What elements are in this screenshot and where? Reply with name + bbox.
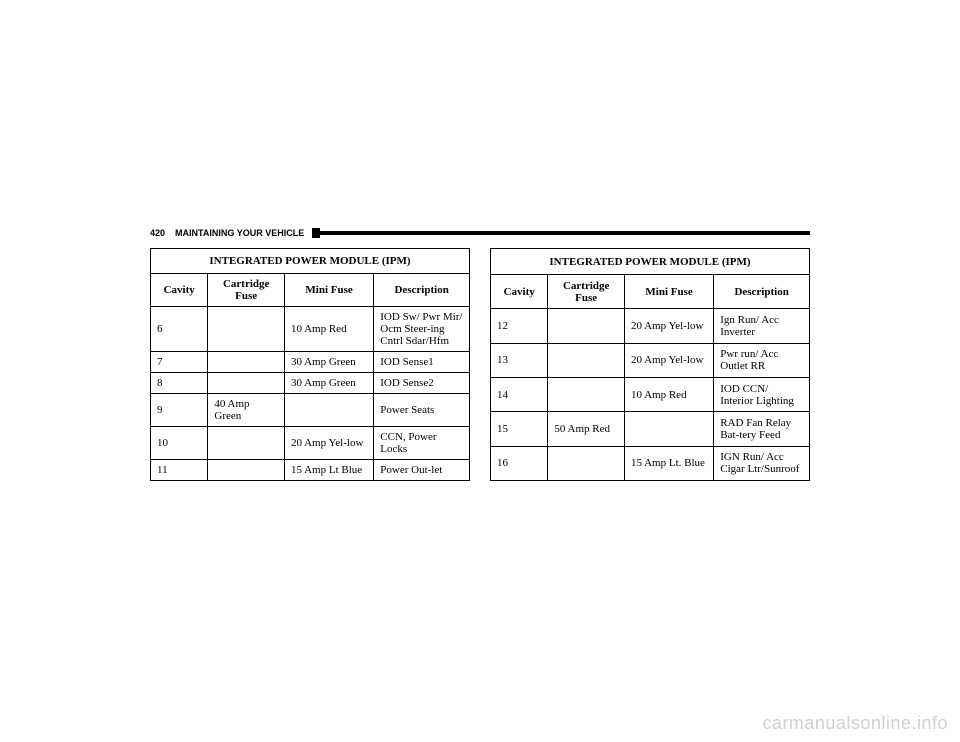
cell-cartridge: [548, 446, 625, 480]
table-row: 16 15 Amp Lt. Blue IGN Run/ Acc Cigar Lt…: [491, 446, 810, 480]
cell-mini: 20 Amp Yel-low: [624, 309, 713, 343]
cell-cartridge: 50 Amp Red: [548, 412, 625, 446]
table-row: 7 30 Amp Green IOD Sense1: [151, 352, 470, 373]
cell-cartridge: [548, 377, 625, 411]
cell-cavity: 8: [151, 373, 208, 394]
cell-cavity: 9: [151, 394, 208, 427]
cell-cavity: 16: [491, 446, 548, 480]
page-number: 420: [150, 228, 165, 238]
cell-mini: 20 Amp Yel-low: [284, 427, 373, 460]
page-header: 420 MAINTAINING YOUR VEHICLE: [150, 228, 810, 238]
cell-cartridge: 40 Amp Green: [208, 394, 285, 427]
column-header-cavity: Cavity: [151, 274, 208, 307]
cell-mini: [624, 412, 713, 446]
table-row: 13 20 Amp Yel-low Pwr run/ Acc Outlet RR: [491, 343, 810, 377]
cell-cavity: 6: [151, 307, 208, 352]
ipm-table-right: INTEGRATED POWER MODULE (IPM) Cavity Car…: [490, 248, 810, 481]
cell-desc: Power Out-let: [374, 460, 470, 481]
column-header-cavity: Cavity: [491, 275, 548, 309]
cell-mini: 30 Amp Green: [284, 352, 373, 373]
cell-mini: 30 Amp Green: [284, 373, 373, 394]
cell-desc: CCN, Power Locks: [374, 427, 470, 460]
cell-desc: IOD Sense1: [374, 352, 470, 373]
header-divider: [312, 231, 810, 235]
column-header-mini: Mini Fuse: [624, 275, 713, 309]
cell-mini: 15 Amp Lt. Blue: [624, 446, 713, 480]
cell-mini: 20 Amp Yel-low: [624, 343, 713, 377]
cell-cavity: 10: [151, 427, 208, 460]
cell-desc: IOD Sw/ Pwr Mir/ Ocm Steer-ing Cntrl Sda…: [374, 307, 470, 352]
ipm-table-left: INTEGRATED POWER MODULE (IPM) Cavity Car…: [150, 248, 470, 481]
cell-mini: 10 Amp Red: [624, 377, 713, 411]
cell-mini: 15 Amp Lt Blue: [284, 460, 373, 481]
cell-cartridge: [208, 427, 285, 460]
cell-desc: Ign Run/ Acc Inverter: [714, 309, 810, 343]
cell-desc: Power Seats: [374, 394, 470, 427]
table-row: 9 40 Amp Green Power Seats: [151, 394, 470, 427]
cell-cartridge: [548, 309, 625, 343]
cell-desc: IOD Sense2: [374, 373, 470, 394]
cell-cartridge: [208, 352, 285, 373]
cell-cartridge: [208, 460, 285, 481]
table-title: INTEGRATED POWER MODULE (IPM): [151, 249, 470, 274]
cell-cartridge: [548, 343, 625, 377]
column-header-mini: Mini Fuse: [284, 274, 373, 307]
cell-desc: Pwr run/ Acc Outlet RR: [714, 343, 810, 377]
cell-mini: [284, 394, 373, 427]
table-row: 6 10 Amp Red IOD Sw/ Pwr Mir/ Ocm Steer-…: [151, 307, 470, 352]
table-row: 12 20 Amp Yel-low Ign Run/ Acc Inverter: [491, 309, 810, 343]
cell-cavity: 7: [151, 352, 208, 373]
table-row: 8 30 Amp Green IOD Sense2: [151, 373, 470, 394]
cell-cavity: 12: [491, 309, 548, 343]
table-row: 15 50 Amp Red RAD Fan Relay Bat-tery Fee…: [491, 412, 810, 446]
table-row: 10 20 Amp Yel-low CCN, Power Locks: [151, 427, 470, 460]
watermark: carmanualsonline.info: [762, 713, 948, 734]
cell-cartridge: [208, 373, 285, 394]
table-title: INTEGRATED POWER MODULE (IPM): [491, 249, 810, 275]
column-header-desc: Description: [374, 274, 470, 307]
table-row: 14 10 Amp Red IOD CCN/ Interior Lighting: [491, 377, 810, 411]
cell-desc: IOD CCN/ Interior Lighting: [714, 377, 810, 411]
cell-mini: 10 Amp Red: [284, 307, 373, 352]
cell-cavity: 13: [491, 343, 548, 377]
column-header-desc: Description: [714, 275, 810, 309]
cell-desc: RAD Fan Relay Bat-tery Feed: [714, 412, 810, 446]
cell-desc: IGN Run/ Acc Cigar Ltr/Sunroof: [714, 446, 810, 480]
column-header-cartridge: Cartridge Fuse: [208, 274, 285, 307]
tables-container: INTEGRATED POWER MODULE (IPM) Cavity Car…: [150, 248, 810, 481]
section-title: MAINTAINING YOUR VEHICLE: [175, 228, 304, 238]
table-row: 11 15 Amp Lt Blue Power Out-let: [151, 460, 470, 481]
column-header-cartridge: Cartridge Fuse: [548, 275, 625, 309]
cell-cartridge: [208, 307, 285, 352]
cell-cavity: 11: [151, 460, 208, 481]
cell-cavity: 15: [491, 412, 548, 446]
cell-cavity: 14: [491, 377, 548, 411]
